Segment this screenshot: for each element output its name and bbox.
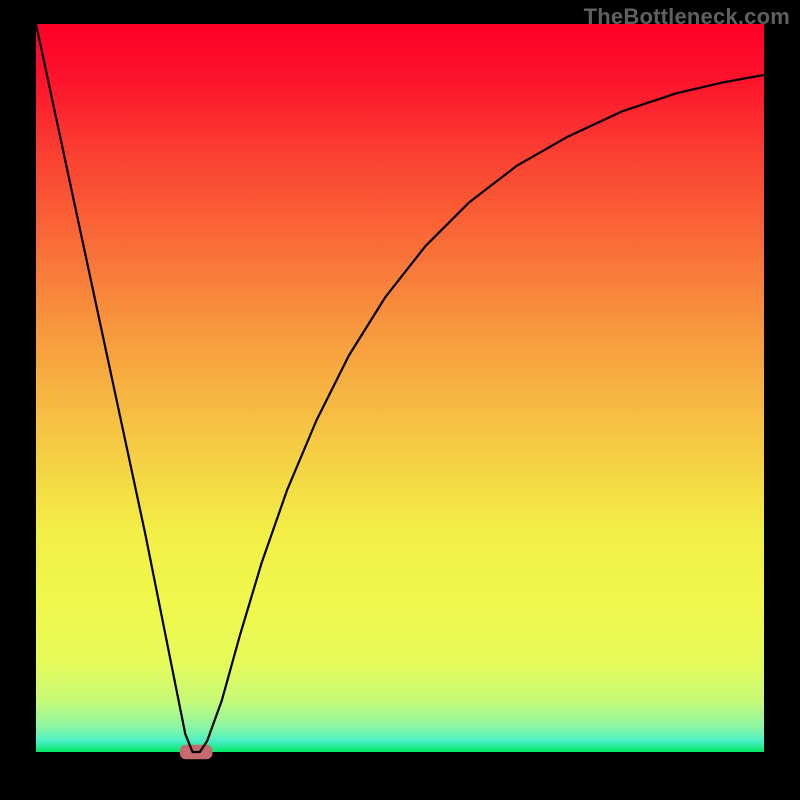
chart-stage: TheBottleneck.com [0,0,800,800]
chart-svg [0,0,800,800]
plot-area [36,24,764,752]
